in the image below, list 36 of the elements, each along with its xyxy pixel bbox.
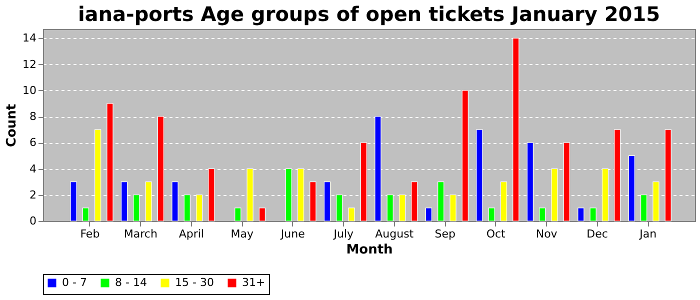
bar: [258, 208, 266, 222]
bar: [590, 208, 596, 222]
legend-label: 31+: [242, 276, 266, 289]
bar: [348, 208, 355, 222]
x-tick-label: Feb: [80, 228, 100, 240]
x-tick-label: Sep: [434, 228, 456, 240]
x-tick-label: Nov: [536, 228, 558, 240]
bar: [234, 208, 242, 222]
y-tick-label: 14: [22, 32, 36, 45]
x-axis-title: Month: [346, 242, 393, 258]
y-axis-title: Count: [4, 104, 20, 148]
x-tick-label: March: [124, 228, 158, 240]
y-tick-label: 2: [30, 188, 36, 202]
y-tick-label: 0: [30, 214, 36, 228]
legend-label: 15 - 30: [175, 276, 214, 289]
y-tick-label: 12: [22, 58, 36, 71]
y-tick-label: 10: [22, 84, 36, 97]
x-tick-label: Dec: [586, 228, 608, 240]
legend-label: 8 - 14: [115, 276, 147, 289]
x-tick-label: July: [332, 228, 354, 240]
bar: [539, 208, 546, 222]
bar: [425, 208, 432, 222]
x-tick-label: August: [375, 228, 414, 240]
bar: [82, 208, 89, 222]
x-tick-label: Jan: [638, 228, 657, 240]
y-tick-label: 8: [30, 110, 36, 124]
y-tick-label: 6: [30, 136, 36, 150]
y-tick-label: 4: [30, 162, 36, 176]
chart-title: iana-ports Age groups of open tickets January 2015: [78, 2, 660, 26]
bar: [578, 208, 584, 222]
bar: [488, 208, 495, 222]
x-tick-label: June: [280, 228, 306, 240]
x-tick-label: May: [230, 228, 254, 240]
x-tick-label: April: [178, 228, 204, 240]
legend-label: 0 - 7: [62, 276, 87, 289]
x-tick-label: Oct: [486, 228, 506, 240]
